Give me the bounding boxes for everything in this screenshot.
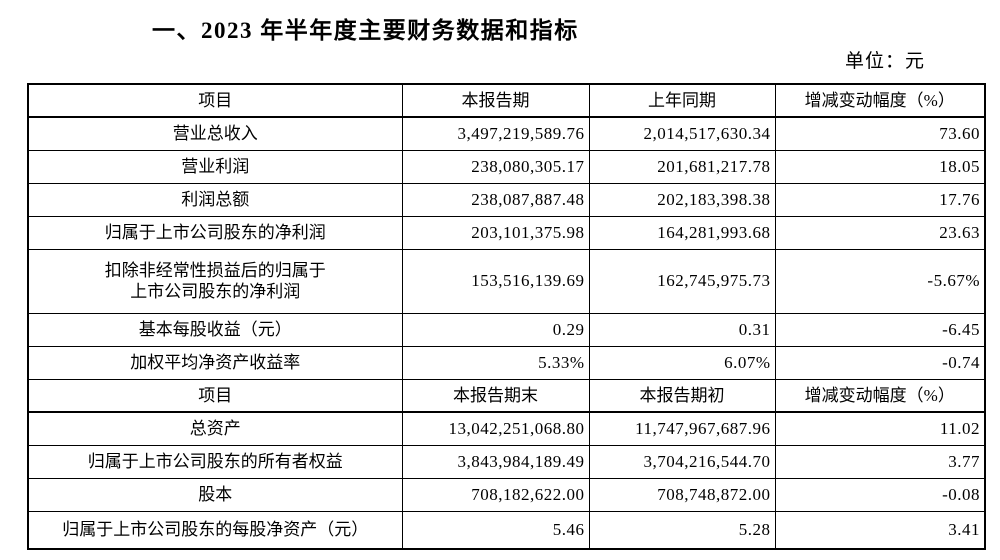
row-label: 归属于上市公司股东的所有者权益: [27, 444, 403, 479]
row-current-value: 153,516,139.69: [401, 248, 590, 314]
header-prior-period: 上年同期: [588, 83, 776, 118]
row-change-value: -5.67%: [774, 248, 986, 314]
row-current-value: 203,101,375.98: [401, 215, 590, 250]
table-row: 加权平均净资产收益率 5.33% 6.07% -0.74: [27, 345, 986, 380]
header-item: 项目: [27, 83, 403, 118]
row-change-value: 17.76: [774, 182, 986, 217]
row-current-value: 5.33%: [401, 345, 590, 380]
row-current-value: 238,087,887.48: [401, 182, 590, 217]
row-current-value: 13,042,251,068.80: [401, 411, 590, 446]
row-label: 营业总收入: [27, 116, 403, 151]
row-current-value: 3,843,984,189.49: [401, 444, 590, 479]
row-prior-value: 6.07%: [588, 345, 776, 380]
row-change-value: -0.08: [774, 477, 986, 512]
row-prior-value: 201,681,217.78: [588, 149, 776, 184]
header-period-begin: 本报告期初: [588, 378, 776, 413]
unit-label: 单位：元: [844, 51, 925, 72]
row-prior-value: 164,281,993.68: [588, 215, 776, 250]
header-period-end: 本报告期末: [401, 378, 590, 413]
row-label: 股本: [27, 477, 403, 512]
row-label-line2: 上市公司股东的净利润: [130, 282, 301, 301]
row-change-value: 3.77: [774, 444, 986, 479]
row-prior-value: 2,014,517,630.34: [588, 116, 776, 151]
row-label: 归属于上市公司股东的净利润: [27, 215, 403, 250]
row-prior-value: 0.31: [588, 312, 776, 347]
row-prior-value: 11,747,967,687.96: [588, 411, 776, 446]
table-row: 股本 708,182,622.00 708,748,872.00 -0.08: [27, 477, 986, 512]
table-row: 总资产 13,042,251,068.80 11,747,967,687.96 …: [27, 411, 986, 446]
row-label-line1: 扣除非经常性损益后的归属于: [104, 260, 326, 280]
section-title: 一、2023 年半年度主要财务数据和指标: [152, 18, 579, 43]
row-change-value: 23.63: [774, 215, 986, 250]
row-current-value: 0.29: [401, 312, 590, 347]
table-row: 归属于上市公司股东的净利润 203,101,375.98 164,281,993…: [27, 215, 986, 250]
row-change-value: -6.45: [774, 312, 986, 347]
row-current-value: 708,182,622.00: [401, 477, 590, 512]
row-prior-value: 708,748,872.00: [588, 477, 776, 512]
table-row: 营业利润 238,080,305.17 201,681,217.78 18.05: [27, 149, 986, 184]
header-item: 项目: [27, 378, 403, 413]
row-current-value: 238,080,305.17: [401, 149, 590, 184]
row-prior-value: 5.28: [588, 510, 776, 550]
financial-data-table: 项目 本报告期 上年同期 增减变动幅度（%） 营业总收入 3,497,219,5…: [27, 83, 986, 550]
row-change-value: 18.05: [774, 149, 986, 184]
row-current-value: 5.46: [401, 510, 590, 550]
table-row: 扣除非经常性损益后的归属于 上市公司股东的净利润 153,516,139.69 …: [27, 248, 986, 314]
row-prior-value: 162,745,975.73: [588, 248, 776, 314]
row-prior-value: 3,704,216,544.70: [588, 444, 776, 479]
section1-header-row: 项目 本报告期 上年同期 增减变动幅度（%）: [27, 83, 986, 118]
row-change-value: 73.60: [774, 116, 986, 151]
row-label: 总资产: [27, 411, 403, 446]
header-change-pct: 增减变动幅度（%）: [774, 83, 986, 118]
table-row: 营业总收入 3,497,219,589.76 2,014,517,630.34 …: [27, 116, 986, 151]
table-row: 归属于上市公司股东的所有者权益 3,843,984,189.49 3,704,2…: [27, 444, 986, 479]
table-row: 基本每股收益（元） 0.29 0.31 -6.45: [27, 312, 986, 347]
header-change-pct: 增减变动幅度（%）: [774, 378, 986, 413]
section2-header-row: 项目 本报告期末 本报告期初 增减变动幅度（%）: [27, 378, 986, 413]
row-current-value: 3,497,219,589.76: [401, 116, 590, 151]
row-label: 归属于上市公司股东的每股净资产（元）: [27, 510, 403, 550]
table-row: 利润总额 238,087,887.48 202,183,398.38 17.76: [27, 182, 986, 217]
row-prior-value: 202,183,398.38: [588, 182, 776, 217]
row-change-value: 3.41: [774, 510, 986, 550]
row-change-value: -0.74: [774, 345, 986, 380]
row-label: 营业利润: [27, 149, 403, 184]
header-current-period: 本报告期: [401, 83, 590, 118]
row-label: 扣除非经常性损益后的归属于 上市公司股东的净利润: [27, 248, 403, 314]
row-label: 利润总额: [27, 182, 403, 217]
row-label: 基本每股收益（元）: [27, 312, 403, 347]
table-row: 归属于上市公司股东的每股净资产（元） 5.46 5.28 3.41: [27, 510, 986, 550]
row-change-value: 11.02: [774, 411, 986, 446]
row-label: 加权平均净资产收益率: [27, 345, 403, 380]
